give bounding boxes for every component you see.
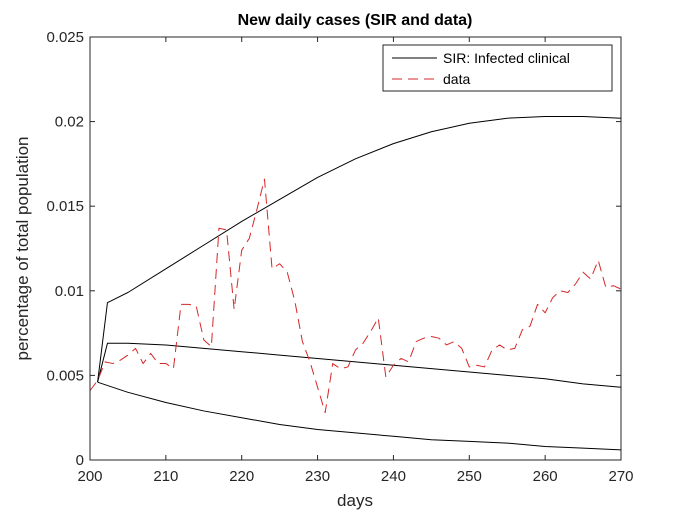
sir-series-line-1 <box>97 342 622 388</box>
y-tick-label: 0 <box>76 452 84 469</box>
y-axis-label: percentage of total population <box>13 136 32 360</box>
legend-box <box>382 44 613 92</box>
legend-label-data: data <box>443 71 470 87</box>
y-tick-label: 0.005 <box>46 367 84 384</box>
y-tick-label: 0.02 <box>55 114 84 131</box>
x-tick-label: 210 <box>153 468 178 485</box>
x-axis-label: days <box>337 491 373 510</box>
data-series-line <box>89 178 622 414</box>
y-tick-label: 0.025 <box>46 29 84 46</box>
x-tick-label: 260 <box>533 468 558 485</box>
plot-area <box>89 116 622 451</box>
legend-label-sir: SIR: Infected clinical <box>443 50 570 66</box>
x-axis: 200 210 220 230 240 250 260 270 <box>77 37 634 485</box>
sir-series-line-2 <box>97 381 622 451</box>
chart-title: New daily cases (SIR and data) <box>238 12 473 29</box>
legend: SIR: Infected clinical data <box>382 44 613 92</box>
x-tick-label: 230 <box>305 468 330 485</box>
x-tick-label: 200 <box>77 468 102 485</box>
x-tick-label: 270 <box>608 468 633 485</box>
x-tick-label: 250 <box>457 468 482 485</box>
y-tick-label: 0.015 <box>46 198 84 215</box>
y-tick-label: 0.01 <box>55 283 84 300</box>
x-tick-label: 240 <box>381 468 406 485</box>
axes-box <box>89 36 622 461</box>
x-tick-label: 220 <box>229 468 254 485</box>
y-axis: 0 0.005 0.01 0.015 0.02 0.025 <box>46 29 621 469</box>
sir-series-line-0 <box>97 116 622 383</box>
